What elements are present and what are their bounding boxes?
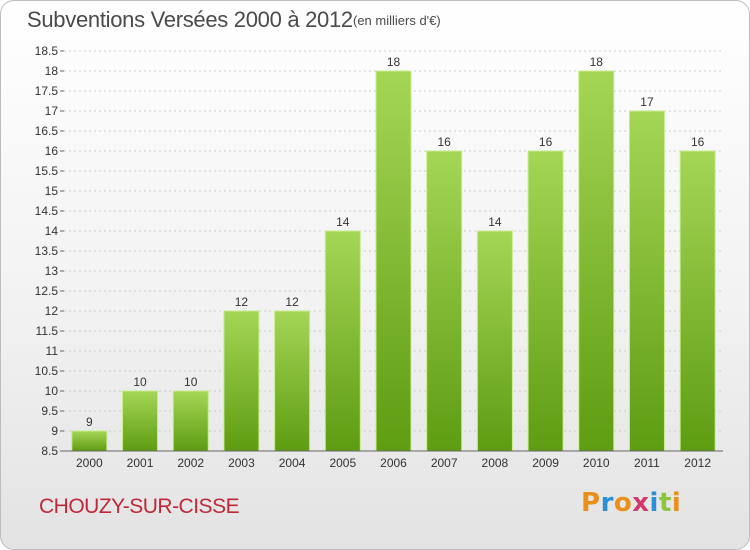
x-tick-label-2011: 2011 (634, 456, 660, 470)
x-tick-label-2012: 2012 (684, 456, 711, 470)
data-label-2005: 14 (336, 215, 350, 229)
x-tick-label-2010: 2010 (583, 456, 610, 470)
bar-2000 (71, 430, 108, 452)
data-label-2012: 16 (691, 135, 705, 149)
bar-2008 (476, 230, 513, 452)
y-tick-label: 16 (45, 144, 59, 158)
data-label-2001: 10 (133, 375, 147, 389)
logo-letter: i (671, 488, 682, 518)
x-tick-label-2005: 2005 (329, 456, 356, 470)
y-tick-label: 10 (45, 384, 59, 398)
data-label-2003: 12 (235, 295, 249, 309)
y-tick-label: 14.5 (35, 204, 59, 218)
bar-2010 (578, 70, 615, 452)
y-tick-label: 13.5 (35, 244, 59, 258)
bar-2007 (426, 150, 463, 452)
data-label-2000: 9 (86, 415, 93, 429)
y-tick-label: 17.5 (35, 84, 59, 98)
y-tick-label: 10.5 (35, 364, 59, 378)
y-tick-label: 18 (45, 64, 59, 78)
x-tick-label-2001: 2001 (127, 456, 154, 470)
y-tick-label: 9 (51, 424, 58, 438)
bar-2012 (679, 150, 716, 452)
y-tick-label: 15 (45, 184, 59, 198)
bar-2006 (375, 70, 412, 452)
data-label-2010: 18 (590, 55, 604, 69)
logo-letter: t (658, 488, 672, 518)
logo-letter: i (649, 488, 659, 518)
y-tick-label: 12 (45, 304, 59, 318)
data-label-2011: 17 (640, 95, 654, 109)
logo-letter: P (581, 488, 601, 518)
y-tick-label: 15.5 (35, 164, 59, 178)
y-tick-label: 11 (46, 344, 59, 358)
bar-2004 (274, 310, 311, 452)
chart-title: Subventions Versées 2000 à 2012 (27, 7, 353, 32)
commune-name: CHOUZY-SUR-CISSE (39, 495, 240, 518)
logo-letter: r (600, 488, 614, 518)
y-tick-label: 8.5 (41, 444, 58, 458)
data-label-2009: 16 (539, 135, 553, 149)
logo-letter: o (613, 488, 633, 518)
y-tick-label: 18.5 (35, 44, 59, 58)
chart-subtitle: (en milliers d'€) (353, 13, 441, 28)
proxiti-logo[interactable]: Proxiti (581, 488, 681, 518)
x-tick-label-2002: 2002 (177, 456, 204, 470)
y-tick-label: 16.5 (35, 124, 59, 138)
x-axis-labels: 2000 2001 2002 2003 2004 2005 2006 2007 2008 2009… (76, 456, 711, 470)
data-label-2007: 16 (438, 135, 452, 149)
y-tick-label: 17 (45, 104, 59, 118)
x-tick-label-2006: 2006 (380, 456, 407, 470)
y-tick-label: 9.5 (41, 404, 58, 418)
y-tick-label: 12.5 (35, 284, 59, 298)
y-tick-label: 13 (45, 264, 59, 278)
y-axis-ticks: 8.5 9 9.5 10 10.5 11 11.5 12 12.5 13 13.5 14 14.5 15 1… (35, 44, 64, 458)
x-tick-label-2004: 2004 (279, 456, 306, 470)
data-labels: 9 10 10 12 12 14 18 16 14 16 18 17 16 (86, 55, 705, 429)
x-tick-label-2007: 2007 (431, 456, 458, 470)
data-label-2006: 18 (387, 55, 401, 69)
x-tick-label-2008: 2008 (482, 456, 509, 470)
data-label-2008: 14 (488, 215, 502, 229)
logo-letter: x (632, 488, 650, 518)
y-tick-label: 11.5 (36, 324, 59, 338)
x-tick-label-2000: 2000 (76, 456, 103, 470)
data-label-2002: 10 (184, 375, 198, 389)
bar-2005 (324, 230, 361, 452)
y-tick-label: 14 (45, 224, 59, 238)
bar-2011 (628, 110, 665, 452)
bar-2003 (223, 310, 260, 452)
bars (71, 70, 716, 452)
bar-2001 (122, 390, 159, 452)
x-tick-label-2003: 2003 (228, 456, 255, 470)
bar-2009 (527, 150, 564, 452)
data-label-2004: 12 (285, 295, 299, 309)
x-tick-label-2009: 2009 (532, 456, 559, 470)
bar-2002 (172, 390, 209, 452)
